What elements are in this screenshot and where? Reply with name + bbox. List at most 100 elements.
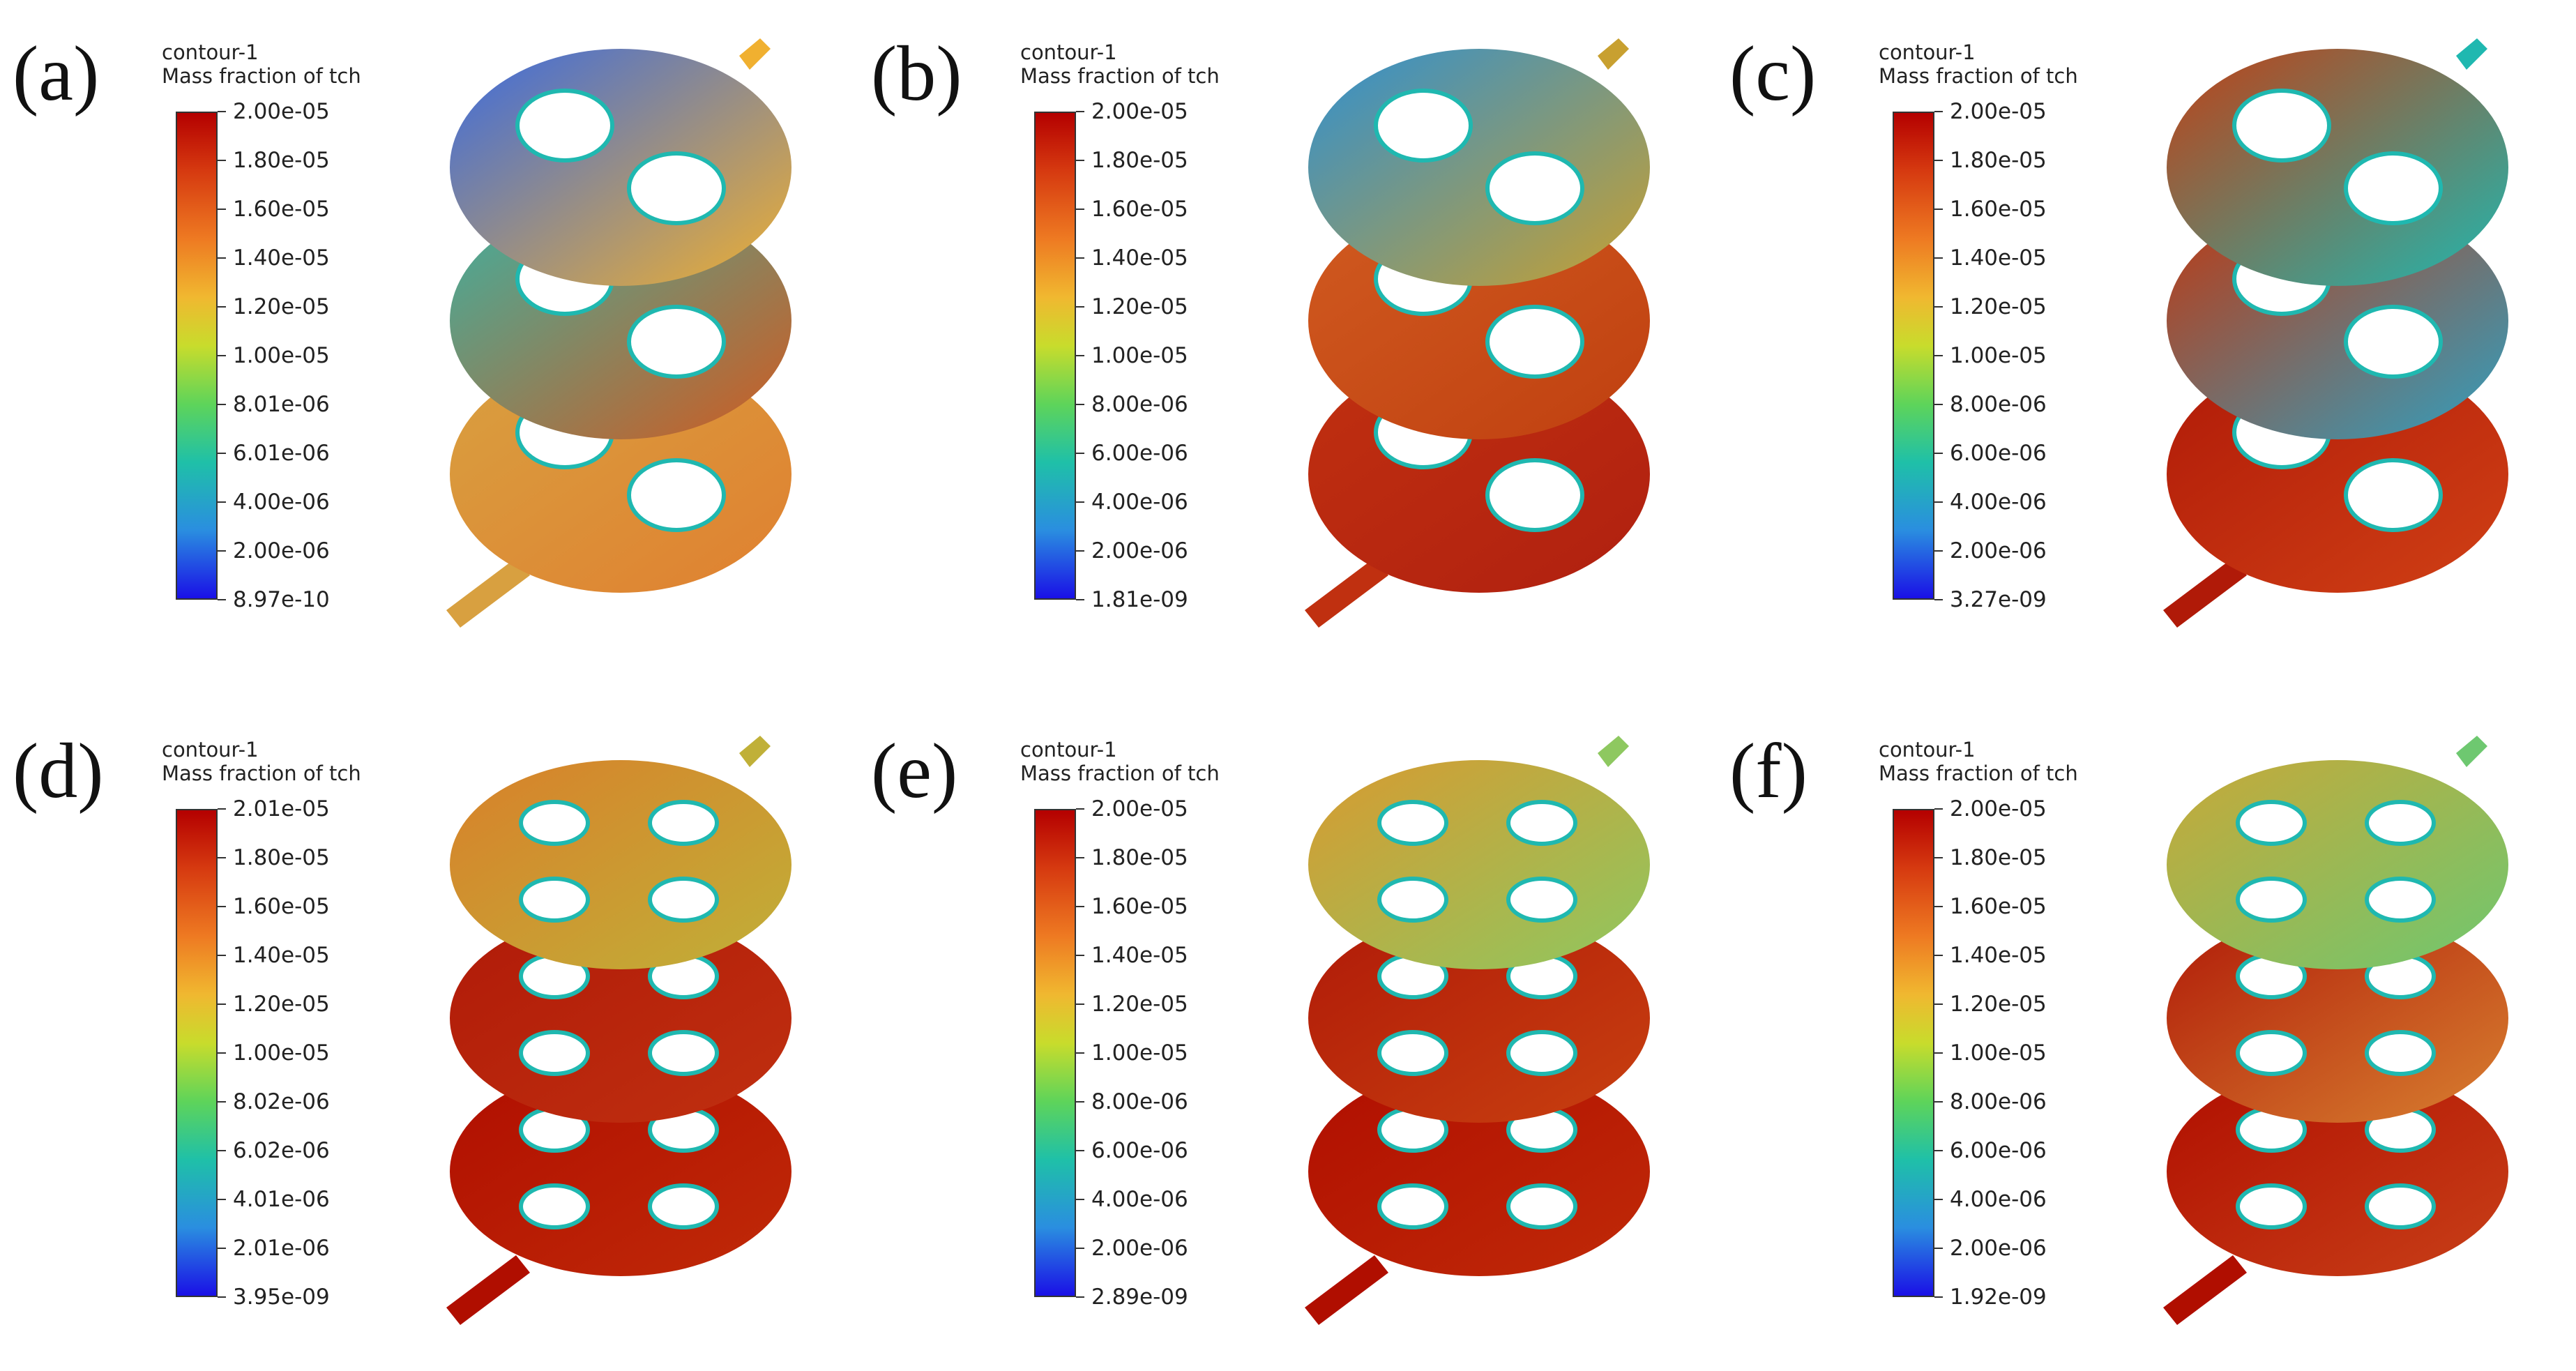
hole (519, 877, 590, 923)
colorbar-tick-mark (1076, 1248, 1084, 1249)
outlet-pipe (2163, 1255, 2247, 1325)
colorbar-tick-label: 4.00e-06 (233, 490, 330, 515)
colorbar-tick-label: 1.80e-05 (233, 845, 330, 870)
colorbar-title: contour-1 (1020, 40, 1117, 64)
colorbar-tick-label: 8.01e-06 (233, 392, 330, 417)
colorbar-tick-mark (218, 355, 226, 356)
hole (627, 305, 726, 379)
outlet-pipe (1305, 1255, 1388, 1325)
colorbar-tick-label: 1.80e-05 (1091, 845, 1188, 870)
colorbar (1893, 112, 1934, 600)
colorbar-title: contour-1 (162, 40, 259, 64)
panel-c: (c) contour-1 Mass fraction of tch 2.00e-05… (1717, 0, 2575, 674)
colorbar-tick-label: 2.00e-05 (1091, 796, 1188, 821)
colorbar-tick-label: 1.40e-05 (1091, 245, 1188, 271)
hole (627, 458, 726, 532)
colorbar-tick-label: 1.60e-05 (1950, 197, 2047, 222)
colorbar-tick-label: 1.60e-05 (233, 197, 330, 222)
colorbar-tick-mark (1076, 111, 1084, 112)
colorbar-tick-mark (1934, 1296, 1943, 1298)
hole (519, 1030, 590, 1076)
plate-top (2167, 49, 2508, 286)
colorbar-tick-mark (1934, 257, 1943, 259)
colorbar-tick-label: 8.00e-06 (1950, 392, 2047, 417)
colorbar-tick-mark (218, 906, 226, 907)
hole (1506, 1030, 1577, 1076)
panel-label: (a) (13, 31, 100, 117)
colorbar-tick-label: 1.40e-05 (233, 245, 330, 271)
plate-top (450, 49, 791, 286)
colorbar-tick-label: 1.20e-05 (1950, 992, 2047, 1017)
colorbar (1893, 809, 1934, 1297)
outlet-pipe (446, 558, 530, 628)
colorbar-tick-mark (218, 808, 226, 810)
hole (2365, 1183, 2436, 1229)
colorbar-tick-mark (218, 404, 226, 405)
colorbar-tick-mark (218, 1199, 226, 1200)
colorbar-subtitle: Mass fraction of tch (162, 64, 361, 88)
panel-label: (b) (871, 31, 962, 117)
colorbar-tick-label: 1.20e-05 (1091, 294, 1188, 319)
colorbar-tick-label: 2.00e-06 (233, 538, 330, 563)
colorbar (1034, 809, 1076, 1297)
outlet-pipe (1305, 558, 1388, 628)
outlet-pipe (2163, 558, 2247, 628)
colorbar-tick-label: 2.01e-05 (233, 796, 330, 821)
colorbar-tick-mark (1934, 453, 1943, 454)
colorbar-tick-mark (218, 1296, 226, 1298)
plate-top (1308, 760, 1650, 969)
colorbar-tick-label: 1.60e-05 (233, 894, 330, 919)
colorbar-tick-label: 1.92e-09 (1950, 1285, 2047, 1310)
colorbar-tick-label: 2.89e-09 (1091, 1285, 1188, 1310)
plate-middle (450, 914, 791, 1123)
hole (2365, 1030, 2436, 1076)
colorbar-tick-mark (1934, 1150, 1943, 1151)
colorbar-tick-label: 1.20e-05 (1091, 992, 1188, 1017)
colorbar-tick-label: 6.01e-06 (233, 441, 330, 466)
colorbar-tick-label: 2.01e-06 (233, 1236, 330, 1261)
colorbar-tick-label: 3.95e-09 (233, 1285, 330, 1310)
colorbar-tick-mark (218, 209, 226, 210)
colorbar-tick-label: 8.02e-06 (233, 1089, 330, 1114)
colorbar-tick-mark (218, 550, 226, 552)
hole (1506, 800, 1577, 846)
colorbar-tick-label: 1.60e-05 (1950, 894, 2047, 919)
colorbar-tick-mark (1076, 404, 1084, 405)
colorbar (1034, 112, 1076, 600)
hole (1506, 1183, 1577, 1229)
colorbar-tick-mark (1076, 906, 1084, 907)
hole (2232, 89, 2331, 162)
colorbar-tick-mark (1934, 160, 1943, 161)
hole (648, 1183, 719, 1229)
colorbar-subtitle: Mass fraction of tch (1020, 762, 1220, 785)
colorbar-tick-label: 6.02e-06 (233, 1138, 330, 1163)
hole (2344, 305, 2443, 379)
colorbar-tick-label: 1.20e-05 (233, 294, 330, 319)
colorbar-tick-mark (1934, 808, 1943, 810)
colorbar-tick-label: 4.00e-06 (1950, 1187, 2047, 1212)
colorbar-tick-mark (1076, 1052, 1084, 1054)
colorbar-tick-label: 1.40e-05 (1950, 943, 2047, 968)
colorbar-tick-mark (218, 501, 226, 503)
colorbar-tick-label: 1.00e-05 (233, 343, 330, 368)
colorbar-tick-label: 6.00e-06 (1950, 1138, 2047, 1163)
plate-stack-render (446, 38, 791, 628)
colorbar-tick-label: 1.00e-05 (1950, 1040, 2047, 1066)
hole (648, 877, 719, 923)
colorbar-tick-mark (1934, 355, 1943, 356)
colorbar-tick-mark (1934, 1199, 1943, 1200)
outlet-pipe (446, 1255, 530, 1325)
hole (1485, 151, 1584, 225)
colorbar-tick-label: 1.80e-05 (1091, 148, 1188, 173)
colorbar-tick-label: 1.00e-05 (233, 1040, 330, 1066)
hole (1377, 877, 1448, 923)
hole (1377, 1030, 1448, 1076)
colorbar-tick-label: 2.00e-05 (1091, 99, 1188, 124)
colorbar-tick-mark (1076, 550, 1084, 552)
colorbar-tick-mark (1076, 209, 1084, 210)
inlet-pipe (1598, 736, 1629, 767)
colorbar-tick-label: 4.01e-06 (233, 1187, 330, 1212)
plate-stack-render (1305, 736, 1650, 1325)
colorbar-tick-mark (1934, 857, 1943, 858)
colorbar-tick-mark (1934, 1101, 1943, 1103)
